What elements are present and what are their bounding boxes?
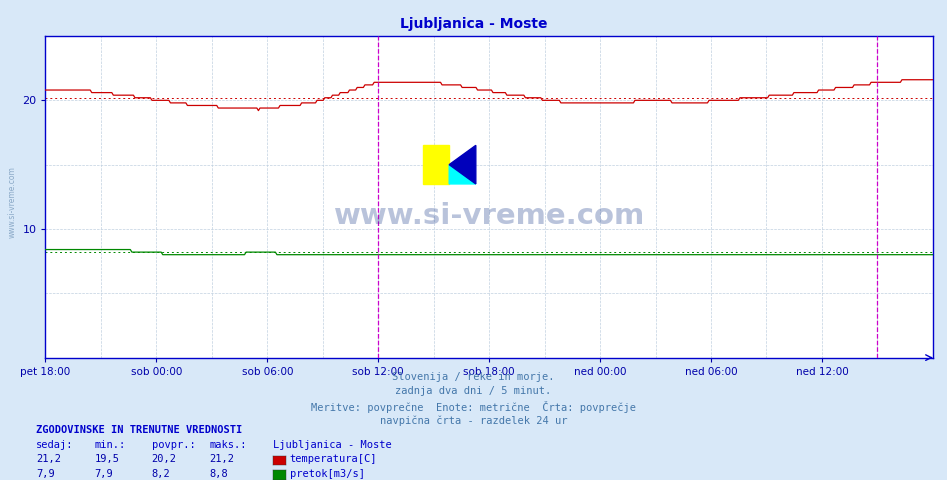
Text: navpična črta - razdelek 24 ur: navpična črta - razdelek 24 ur	[380, 415, 567, 426]
Text: 7,9: 7,9	[95, 468, 114, 479]
Text: povpr.:: povpr.:	[152, 440, 195, 450]
Text: Slovenija / reke in morje.: Slovenija / reke in morje.	[392, 372, 555, 382]
Bar	[422, 145, 449, 184]
Polygon shape	[449, 165, 475, 184]
Text: 8,2: 8,2	[152, 468, 170, 479]
Text: 8,8: 8,8	[209, 468, 228, 479]
Text: 19,5: 19,5	[95, 454, 119, 464]
Text: 20,2: 20,2	[152, 454, 176, 464]
Text: www.si-vreme.com: www.si-vreme.com	[333, 202, 645, 230]
Text: temperatura[C]: temperatura[C]	[290, 454, 377, 464]
Text: www.si-vreme.com: www.si-vreme.com	[8, 166, 17, 238]
Text: Ljubljanica - Moste: Ljubljanica - Moste	[400, 17, 547, 31]
Polygon shape	[449, 145, 475, 184]
Text: 21,2: 21,2	[36, 454, 61, 464]
Text: ZGODOVINSKE IN TRENUTNE VREDNOSTI: ZGODOVINSKE IN TRENUTNE VREDNOSTI	[36, 425, 242, 435]
Text: maks.:: maks.:	[209, 440, 247, 450]
Text: sedaj:: sedaj:	[36, 440, 74, 450]
Text: Ljubljanica - Moste: Ljubljanica - Moste	[273, 440, 391, 450]
Text: zadnja dva dni / 5 minut.: zadnja dva dni / 5 minut.	[396, 386, 551, 396]
Text: min.:: min.:	[95, 440, 126, 450]
Text: pretok[m3/s]: pretok[m3/s]	[290, 468, 365, 479]
Text: Meritve: povprečne  Enote: metrične  Črta: povprečje: Meritve: povprečne Enote: metrične Črta:…	[311, 401, 636, 413]
Text: 21,2: 21,2	[209, 454, 234, 464]
Text: 7,9: 7,9	[36, 468, 55, 479]
